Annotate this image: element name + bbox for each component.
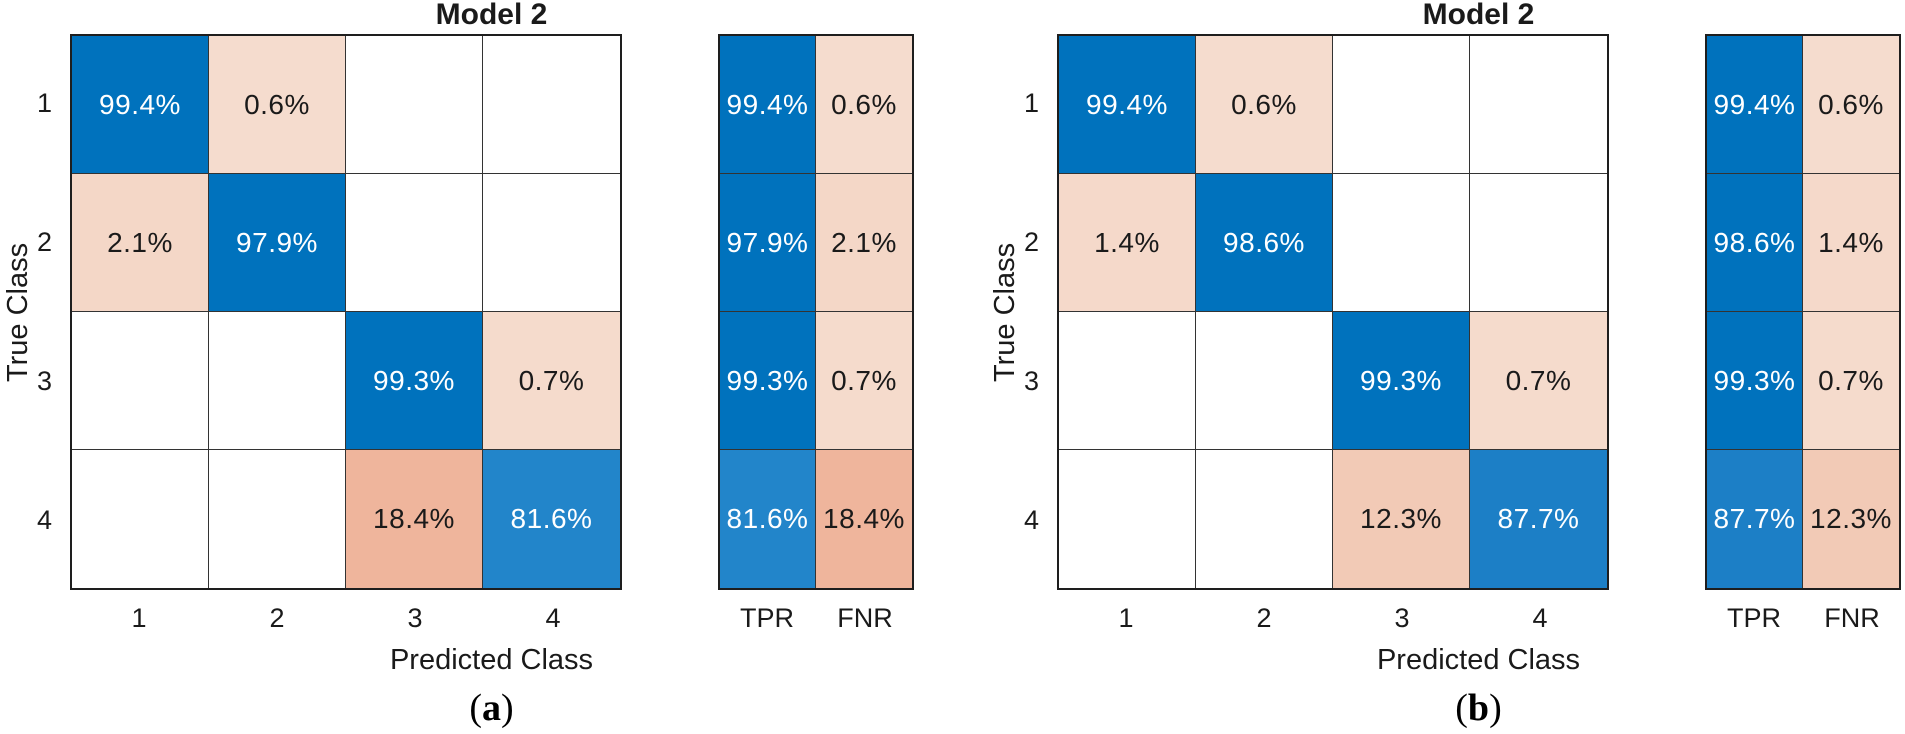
summary-cell-r3c1: 99.3% bbox=[1707, 312, 1803, 450]
matrix-cell-r2c1: 2.1% bbox=[72, 174, 209, 312]
caption-paren-close: ) bbox=[1489, 687, 1502, 729]
x-axis-tick-1: 1 bbox=[131, 602, 147, 633]
matrix-cell-r2c2: 98.6% bbox=[1196, 174, 1333, 312]
caption-letter: b bbox=[1467, 687, 1490, 729]
summary-cell-r3c2: 0.7% bbox=[1803, 312, 1899, 450]
matrix-cell-r2c3 bbox=[1333, 174, 1470, 312]
x-axis-tick-4: 4 bbox=[1532, 602, 1548, 633]
x-axis-tick-3: 3 bbox=[407, 602, 423, 633]
summary-tick-1: TPR bbox=[740, 602, 794, 633]
summary-cell-r2c2: 1.4% bbox=[1803, 174, 1899, 312]
caption-paren-open: ( bbox=[469, 687, 482, 729]
summary-tick-2: FNR bbox=[837, 602, 893, 633]
matrix-cell-r2c4 bbox=[1470, 174, 1607, 312]
summary-cell-r2c1: 97.9% bbox=[720, 174, 816, 312]
y-axis-ticks: 1 2 3 4 bbox=[987, 34, 1043, 590]
matrix-cell-r1c4 bbox=[1470, 36, 1607, 174]
summary-column-ticks: TPR FNR bbox=[1705, 600, 1901, 636]
summary-cell-r4c2: 12.3% bbox=[1803, 450, 1899, 588]
summary-cell-r1c2: 0.6% bbox=[1803, 36, 1899, 174]
matrix-cell-r3c1 bbox=[72, 312, 209, 450]
matrix-cell-r3c4: 0.7% bbox=[483, 312, 620, 450]
matrix-cell-r3c2 bbox=[1196, 312, 1333, 450]
summary-column-ticks: TPR FNR bbox=[718, 600, 914, 636]
y-axis-tick-3: 3 bbox=[1023, 366, 1039, 396]
x-axis-tick-2: 2 bbox=[1256, 602, 1272, 633]
confusion-matrix-grid: 99.4% 0.6% 2.1% 97.9% 99.3% 0.7% 18.4% 81.6% bbox=[70, 34, 622, 590]
caption-paren-open: ( bbox=[1455, 687, 1468, 729]
chart-title: Model 2 bbox=[1422, 0, 1535, 31]
summary-cell-r3c2: 0.7% bbox=[816, 312, 912, 450]
x-axis-ticks: 1 2 3 4 bbox=[70, 600, 622, 636]
matrix-cell-r2c1: 1.4% bbox=[1059, 174, 1196, 312]
caption-paren-close: ) bbox=[501, 687, 514, 729]
caption-letter: a bbox=[482, 687, 501, 729]
summary-cell-r1c2: 0.6% bbox=[816, 36, 912, 174]
matrix-cell-r4c2 bbox=[209, 450, 346, 588]
summary-tick-1: TPR bbox=[1727, 602, 1781, 633]
matrix-cell-r1c4 bbox=[483, 36, 620, 174]
matrix-cell-r3c3: 99.3% bbox=[346, 312, 483, 450]
summary-cell-r1c1: 99.4% bbox=[720, 36, 816, 174]
matrix-cell-r4c1 bbox=[1059, 450, 1196, 588]
matrix-cell-r1c3 bbox=[346, 36, 483, 174]
y-axis-ticks: 1 2 3 4 bbox=[0, 34, 56, 590]
matrix-cell-r1c2: 0.6% bbox=[209, 36, 346, 174]
matrix-cell-r4c3: 12.3% bbox=[1333, 450, 1470, 588]
panel-caption: (a) bbox=[70, 684, 913, 732]
summary-cell-r1c1: 99.4% bbox=[1707, 36, 1803, 174]
matrix-cell-r2c2: 97.9% bbox=[209, 174, 346, 312]
matrix-cell-r3c1 bbox=[1059, 312, 1196, 450]
panel-caption: (b) bbox=[1057, 684, 1900, 732]
y-axis-tick-1: 1 bbox=[36, 88, 52, 118]
matrix-cell-r4c4: 87.7% bbox=[1470, 450, 1607, 588]
summary-cell-r4c1: 87.7% bbox=[1707, 450, 1803, 588]
y-axis-tick-3: 3 bbox=[36, 366, 52, 396]
row-summary-grid: 99.4% 0.6% 98.6% 1.4% 99.3% 0.7% 87.7% 12.3% bbox=[1705, 34, 1901, 590]
confusion-matrix-grid: 99.4% 0.6% 1.4% 98.6% 99.3% 0.7% 12.3% 87.7% bbox=[1057, 34, 1609, 590]
summary-cell-r2c2: 2.1% bbox=[816, 174, 912, 312]
x-axis-tick-2: 2 bbox=[269, 602, 285, 633]
matrix-cell-r1c3 bbox=[1333, 36, 1470, 174]
x-axis-ticks: 1 2 3 4 bbox=[1057, 600, 1609, 636]
matrix-cell-r3c3: 99.3% bbox=[1333, 312, 1470, 450]
x-axis-tick-4: 4 bbox=[545, 602, 561, 633]
chart-title: Model 2 bbox=[435, 0, 548, 31]
y-axis-tick-2: 2 bbox=[36, 227, 52, 257]
matrix-cell-r1c1: 99.4% bbox=[1059, 36, 1196, 174]
matrix-cell-r2c3 bbox=[346, 174, 483, 312]
matrix-cell-r3c2 bbox=[209, 312, 346, 450]
matrix-cell-r1c1: 99.4% bbox=[72, 36, 209, 174]
matrix-cell-r4c2 bbox=[1196, 450, 1333, 588]
x-axis-tick-1: 1 bbox=[1118, 602, 1134, 633]
summary-cell-r4c2: 18.4% bbox=[816, 450, 912, 588]
matrix-cell-r4c3: 18.4% bbox=[346, 450, 483, 588]
x-axis-tick-3: 3 bbox=[1394, 602, 1410, 633]
row-summary-grid: 99.4% 0.6% 97.9% 2.1% 99.3% 0.7% 81.6% 18.4% bbox=[718, 34, 914, 590]
matrix-cell-r1c2: 0.6% bbox=[1196, 36, 1333, 174]
x-axis-label: Predicted Class bbox=[1376, 644, 1581, 676]
matrix-cell-r4c4: 81.6% bbox=[483, 450, 620, 588]
matrix-cell-r4c1 bbox=[72, 450, 209, 588]
summary-cell-r3c1: 99.3% bbox=[720, 312, 816, 450]
y-axis-tick-4: 4 bbox=[36, 505, 52, 535]
matrix-cell-r2c4 bbox=[483, 174, 620, 312]
matrix-cell-r3c4: 0.7% bbox=[1470, 312, 1607, 450]
y-axis-tick-2: 2 bbox=[1023, 227, 1039, 257]
summary-cell-r2c1: 98.6% bbox=[1707, 174, 1803, 312]
summary-tick-2: FNR bbox=[1824, 602, 1880, 633]
x-axis-label: Predicted Class bbox=[389, 644, 594, 676]
summary-cell-r4c1: 81.6% bbox=[720, 450, 816, 588]
y-axis-tick-4: 4 bbox=[1023, 505, 1039, 535]
y-axis-tick-1: 1 bbox=[1023, 88, 1039, 118]
